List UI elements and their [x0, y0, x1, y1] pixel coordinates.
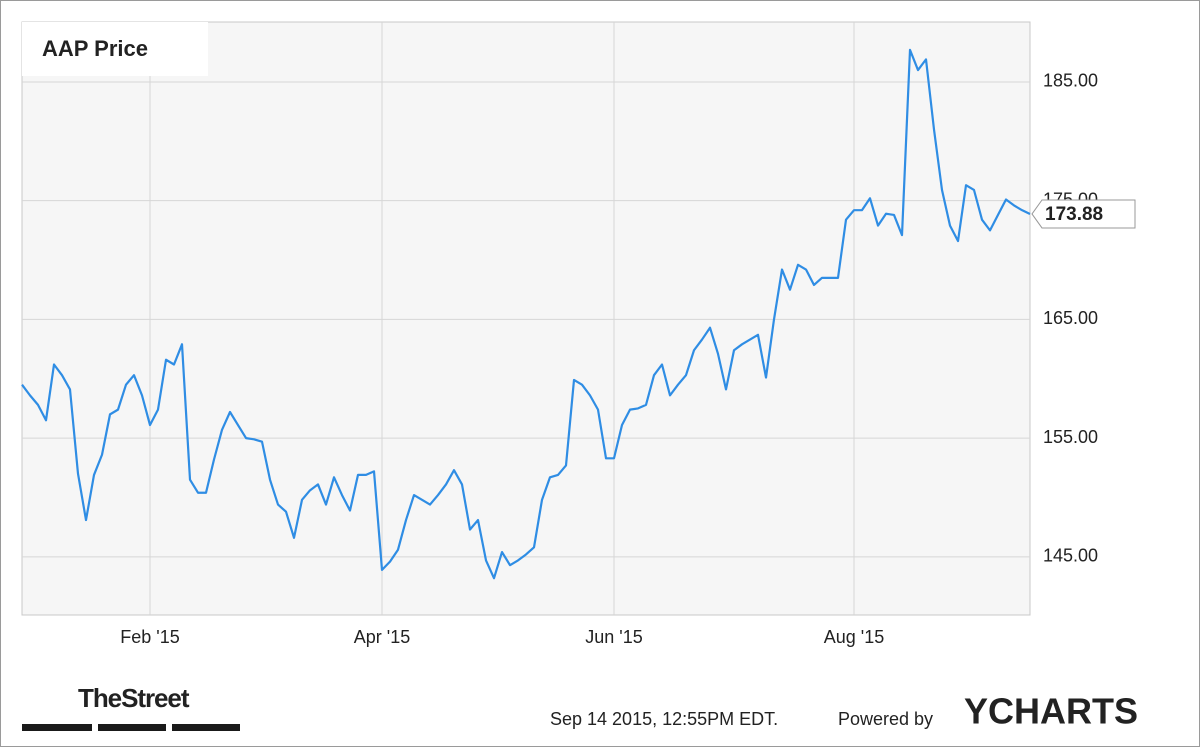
price-line	[21, 48, 1031, 580]
x-tick-label: Aug '15	[824, 627, 885, 647]
timestamp: Sep 14 2015, 12:55PM EDT.	[550, 709, 778, 729]
brand-logo: YCHARTS	[964, 691, 1138, 732]
marks	[21, 48, 1031, 580]
grid	[22, 22, 1030, 615]
x-tick-label: Feb '15	[120, 627, 179, 647]
chart-title: AAP Price	[42, 36, 148, 61]
logo-bar	[172, 724, 240, 731]
y-tick-label: 165.00	[1043, 308, 1098, 328]
y-tick-label: 185.00	[1043, 71, 1098, 91]
logo-bar	[98, 724, 166, 731]
current-value-box	[1031, 199, 1136, 229]
logo-bar	[22, 724, 92, 731]
powered-by: Powered by	[838, 709, 933, 729]
x-tick-label: Apr '15	[354, 627, 410, 647]
current-value-label: 173.88	[1045, 204, 1103, 225]
y-tick-label: 155.00	[1043, 427, 1098, 447]
title-box	[22, 22, 208, 76]
plot-area	[21, 21, 1031, 616]
y-tick-label: 145.00	[1043, 546, 1098, 566]
x-tick-label: Jun '15	[585, 627, 642, 647]
publisher-logo: TheStreet	[78, 683, 190, 713]
